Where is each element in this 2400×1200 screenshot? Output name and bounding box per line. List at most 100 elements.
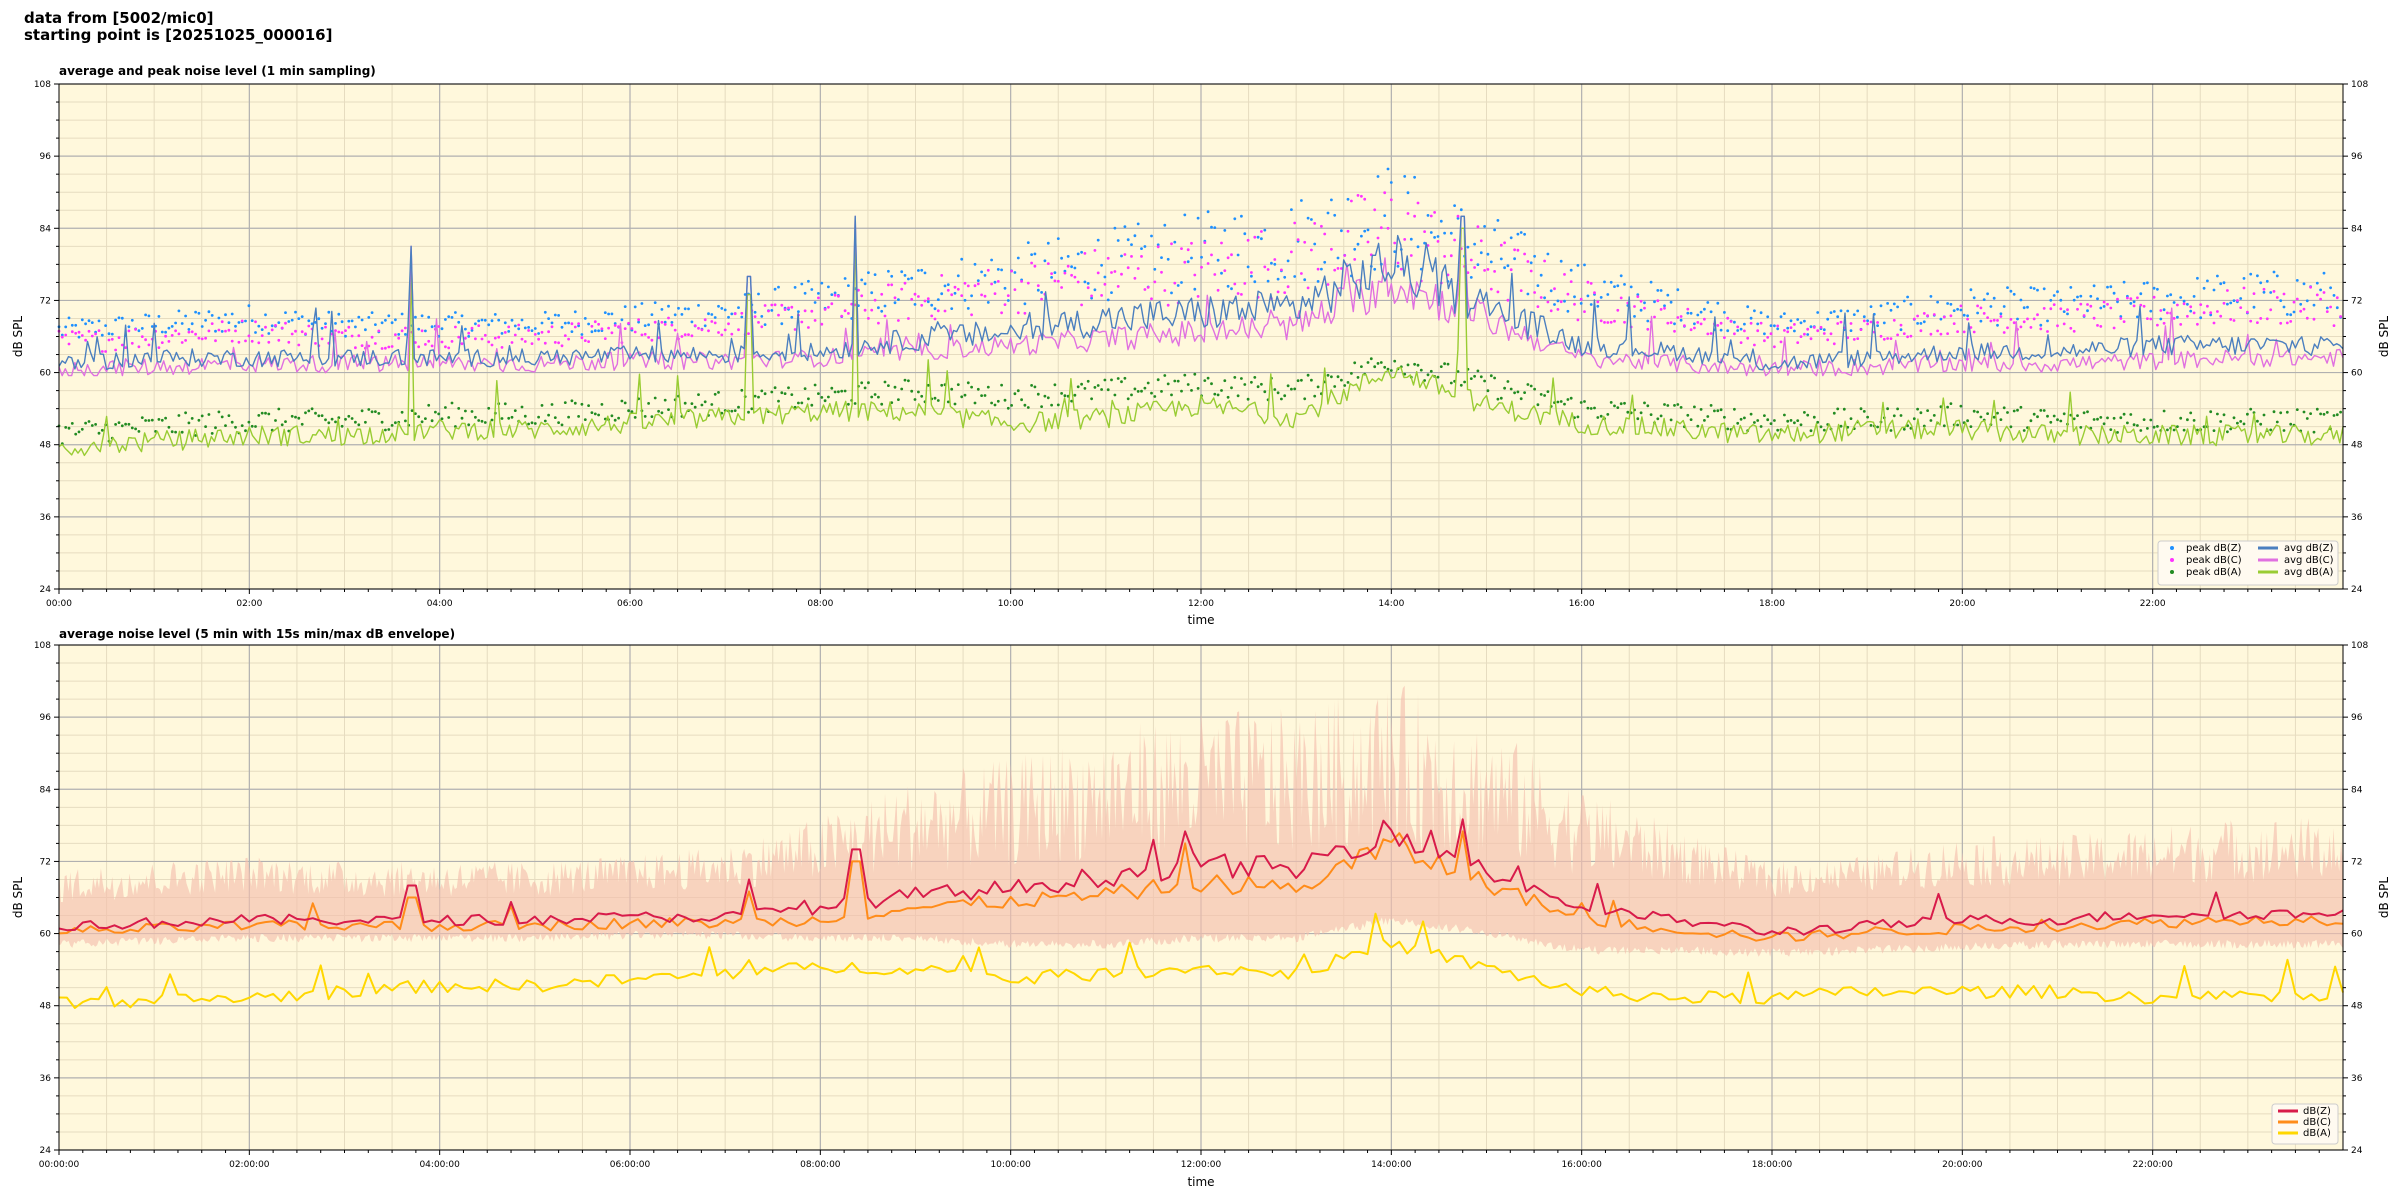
peak-point	[1360, 365, 1363, 368]
peak-point	[310, 407, 314, 411]
peak-point	[230, 312, 234, 316]
peak-point	[1766, 315, 1770, 319]
peak-point	[2039, 409, 2043, 412]
peak-point	[1909, 302, 1913, 306]
peak-point	[1932, 313, 1936, 316]
peak-point	[1616, 308, 1620, 312]
peak-point	[1706, 332, 1710, 336]
peak-point	[387, 314, 391, 318]
peak-point	[1186, 248, 1190, 252]
peak-point	[1110, 291, 1113, 294]
peak-point	[993, 292, 997, 295]
peak-point	[2149, 418, 2153, 422]
peak-point	[1526, 260, 1530, 263]
peak-point	[2002, 331, 2006, 334]
peak-point	[1576, 264, 1580, 267]
y-tick-label: 96	[40, 152, 52, 162]
peak-point	[1356, 376, 1360, 379]
peak-point	[1942, 424, 1946, 428]
peak-point	[1832, 411, 1836, 415]
peak-point	[1912, 417, 1916, 421]
peak-point	[2285, 410, 2289, 414]
peak-point	[2086, 303, 2089, 306]
peak-point	[2272, 290, 2276, 293]
peak-point	[1653, 315, 1656, 319]
peak-point	[2216, 310, 2219, 313]
peak-point	[2226, 289, 2229, 292]
peak-point	[1589, 407, 1593, 410]
source-label: data from [5002/mic0]	[24, 9, 214, 27]
peak-point	[1573, 302, 1576, 306]
peak-point	[1213, 273, 1217, 276]
y-tick-label: 108	[34, 641, 51, 651]
peak-point	[184, 314, 188, 318]
x-tick-label: 00:00:00	[39, 1160, 80, 1170]
peak-point	[2072, 298, 2076, 302]
peak-point	[490, 319, 494, 323]
x-tick-label: 06:00	[617, 599, 643, 609]
peak-point	[2146, 281, 2149, 285]
peak-point	[607, 326, 610, 330]
peak-point	[1223, 229, 1227, 232]
peak-point	[84, 421, 87, 425]
peak-point	[250, 424, 254, 428]
peak-point	[1706, 415, 1710, 418]
peak-point	[2282, 305, 2286, 309]
peak-point	[97, 431, 101, 435]
peak-point	[1766, 418, 1770, 422]
peak-point	[274, 324, 277, 327]
peak-point	[990, 282, 993, 286]
peak-point	[1073, 393, 1077, 397]
peak-point	[1180, 247, 1183, 251]
peak-point	[307, 319, 311, 323]
peak-point	[880, 309, 884, 313]
peak-point	[440, 327, 444, 331]
peak-point	[1386, 367, 1390, 371]
peak-point	[1086, 379, 1090, 383]
peak-point	[1483, 379, 1486, 383]
peak-point	[920, 394, 924, 398]
peak-point	[547, 317, 550, 320]
peak-point	[563, 321, 567, 325]
peak-point	[963, 298, 967, 302]
peak-point	[2246, 310, 2249, 314]
peak-point	[1663, 306, 1666, 310]
peak-point	[1703, 419, 1706, 422]
peak-point	[134, 328, 138, 331]
peak-point	[900, 287, 904, 291]
peak-point	[570, 322, 574, 326]
peak-point	[454, 311, 457, 314]
peak-point	[2012, 292, 2016, 296]
peak-point	[2112, 416, 2116, 420]
peak-point	[97, 329, 101, 332]
peak-point	[873, 273, 877, 276]
peak-point	[680, 313, 684, 316]
peak-point	[1166, 303, 1170, 307]
peak-point	[1559, 259, 1563, 263]
peak-point	[1773, 345, 1776, 349]
peak-point	[530, 421, 534, 425]
peak-point	[2285, 313, 2289, 316]
peak-point	[1146, 381, 1150, 385]
peak-point	[587, 404, 590, 407]
peak-point	[1170, 393, 1173, 397]
peak-point	[570, 330, 574, 333]
peak-point	[580, 333, 584, 336]
peak-point	[1170, 291, 1173, 295]
peak-point	[1829, 332, 1833, 336]
peak-point	[1346, 229, 1350, 233]
peak-point	[277, 321, 281, 324]
peak-point	[1340, 378, 1343, 382]
peak-point	[490, 343, 494, 347]
peak-point	[2162, 308, 2166, 312]
peak-point	[1803, 332, 1806, 336]
peak-point	[2082, 411, 2086, 415]
peak-point	[1533, 254, 1536, 258]
peak-point	[1999, 315, 2003, 318]
peak-point	[1436, 375, 1440, 379]
panel1-title: average and peak noise level (1 min samp…	[59, 64, 376, 78]
series-avg-db-a-	[58, 227, 2344, 457]
peak-point	[427, 339, 431, 343]
peak-point	[2332, 324, 2336, 327]
peak-point	[580, 402, 584, 406]
